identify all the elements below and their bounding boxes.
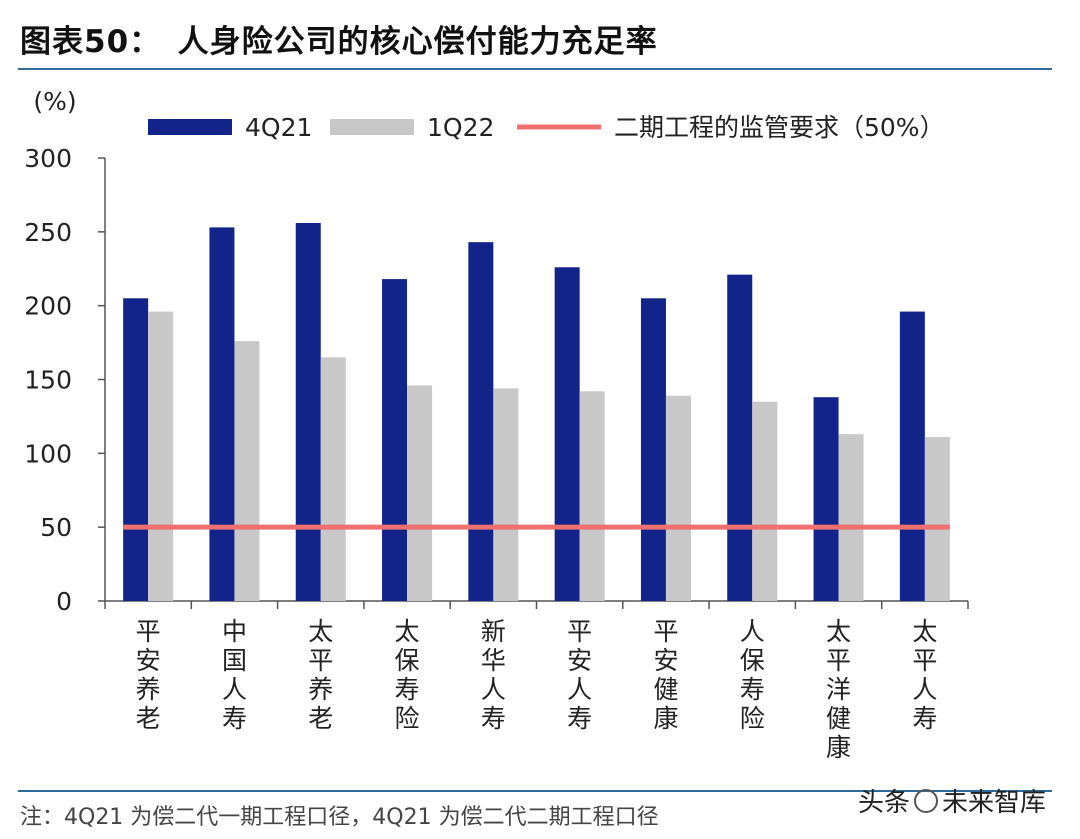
watermark-text-b: 未来智库 bbox=[942, 788, 1047, 818]
x-category-label: 安 bbox=[136, 646, 161, 675]
x-category-label: 平 bbox=[653, 617, 678, 646]
legend-1q22-label: 1Q22 bbox=[427, 113, 494, 142]
x-category-label: 寿 bbox=[567, 704, 592, 733]
bar-4q21-6 bbox=[640, 298, 666, 601]
bar-1q22-2 bbox=[320, 357, 346, 601]
x-category-label: 太 bbox=[308, 617, 333, 646]
bar-4q21-7 bbox=[727, 274, 753, 601]
bar-1q22-9 bbox=[924, 437, 950, 601]
x-category-label: 太 bbox=[395, 617, 420, 646]
x-category-label: 洋 bbox=[826, 675, 851, 704]
y-tick-label: 300 bbox=[24, 144, 72, 173]
legend-reference-swatch bbox=[517, 124, 601, 130]
x-category-label: 保 bbox=[740, 646, 765, 675]
x-category-label: 平 bbox=[136, 617, 161, 646]
bar-4q21-5 bbox=[554, 267, 580, 601]
x-category-label: 寿 bbox=[912, 704, 937, 733]
legend-4q21-swatch bbox=[148, 119, 232, 135]
y-tick-label: 250 bbox=[24, 218, 72, 247]
x-category-label: 平 bbox=[826, 646, 851, 675]
x-category-label: 人 bbox=[912, 675, 937, 704]
x-category-label: 人 bbox=[567, 675, 592, 704]
bar-1q22-7 bbox=[752, 401, 778, 601]
bar-4q21-8 bbox=[813, 397, 839, 601]
x-category-label: 寿 bbox=[395, 675, 420, 704]
bar-1q22-8 bbox=[838, 434, 864, 601]
legend-reference-label: 二期工程的监管要求（50%） bbox=[614, 113, 945, 142]
watermark-text-a: 头条 bbox=[858, 788, 911, 818]
y-tick-label: 150 bbox=[24, 366, 72, 395]
x-category-label: 老 bbox=[136, 704, 161, 733]
x-category-label: 保 bbox=[395, 646, 420, 675]
x-category-label: 平 bbox=[567, 617, 592, 646]
bar-4q21-1 bbox=[209, 227, 235, 602]
x-category-label: 康 bbox=[826, 733, 851, 762]
x-category-label: 人 bbox=[481, 675, 506, 704]
bar-chart: (%) 4Q21 1Q22 二期工程的监管要求（50%） 0 50 100 150 200 250… bbox=[24, 87, 969, 762]
x-category-label: 寿 bbox=[740, 675, 765, 704]
bar-4q21-0 bbox=[123, 298, 149, 601]
x-category-label: 险 bbox=[395, 704, 420, 733]
x-category-label: 新 bbox=[481, 617, 506, 646]
x-category-label: 太 bbox=[826, 617, 851, 646]
y-tick-label: 50 bbox=[40, 513, 72, 542]
x-category-label: 健 bbox=[826, 704, 851, 733]
bar-4q21-4 bbox=[468, 242, 494, 602]
bar-1q22-0 bbox=[148, 311, 174, 601]
watermark: 头条 未来智库 bbox=[858, 782, 1046, 819]
x-category-label: 养 bbox=[136, 675, 161, 704]
legend-1q22-swatch bbox=[330, 119, 414, 135]
bar-4q21-3 bbox=[382, 279, 408, 601]
bar-4q21-2 bbox=[295, 222, 321, 601]
x-category-label: 平 bbox=[912, 646, 937, 675]
x-category-label: 寿 bbox=[222, 704, 247, 733]
x-category-label: 老 bbox=[308, 704, 333, 733]
x-category-label: 人 bbox=[222, 675, 247, 704]
x-category-label: 中 bbox=[222, 617, 247, 646]
bar-1q22-6 bbox=[665, 395, 691, 601]
x-category-label: 健 bbox=[653, 675, 678, 704]
x-category-label: 平 bbox=[308, 646, 333, 675]
bar-1q22-1 bbox=[234, 341, 260, 601]
y-unit-label: (%) bbox=[33, 87, 76, 116]
note-divider bbox=[18, 790, 1052, 792]
y-tick-label: 0 bbox=[56, 587, 72, 616]
bar-4q21-9 bbox=[899, 311, 925, 601]
x-category-label: 太 bbox=[912, 617, 937, 646]
y-tick-label: 100 bbox=[24, 439, 72, 468]
x-category-label: 安 bbox=[567, 646, 592, 675]
x-category-label: 人 bbox=[740, 617, 765, 646]
y-tick-label: 200 bbox=[24, 292, 72, 321]
watermark-logo-icon bbox=[914, 788, 939, 813]
title-divider bbox=[18, 68, 1052, 70]
x-category-label: 养 bbox=[308, 675, 333, 704]
x-category-label: 寿 bbox=[481, 704, 506, 733]
x-category-label: 华 bbox=[481, 646, 506, 675]
chart-note: 注：4Q21 为偿二代一期工程口径，4Q21 为偿二代二期工程口径 bbox=[20, 805, 659, 830]
x-category-label: 康 bbox=[653, 704, 678, 733]
legend-4q21-label: 4Q21 bbox=[245, 113, 312, 142]
x-category-label: 安 bbox=[653, 646, 678, 675]
bar-1q22-4 bbox=[493, 388, 519, 601]
bar-1q22-3 bbox=[407, 385, 433, 601]
bar-1q22-5 bbox=[579, 391, 605, 601]
chart-title: 图表50： 人身险公司的核心偿付能力充足率 bbox=[20, 24, 658, 60]
x-category-label: 国 bbox=[222, 646, 247, 675]
x-category-label: 险 bbox=[740, 704, 765, 733]
